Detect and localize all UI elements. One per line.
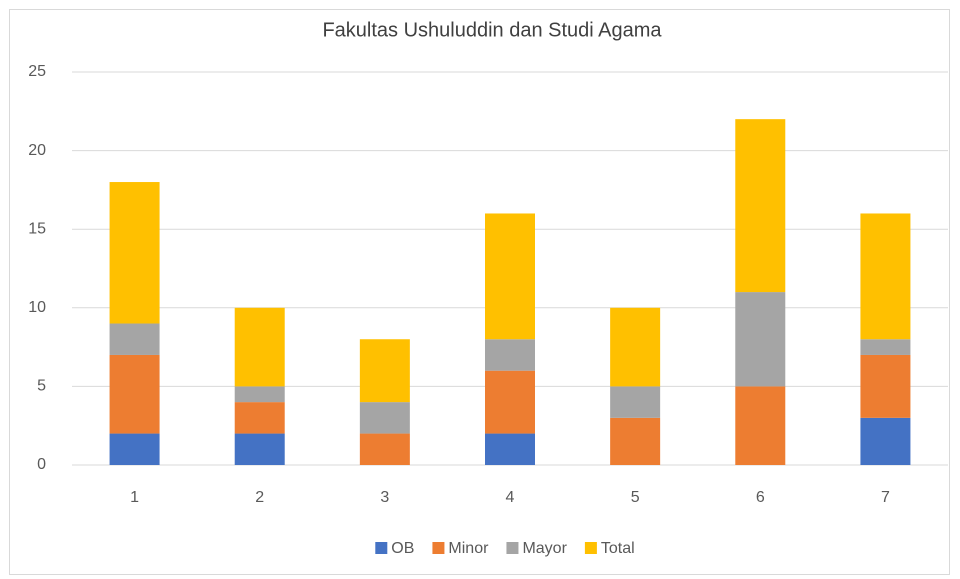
legend-swatch [584,542,597,554]
bar-segment [860,417,911,465]
x-tick-label: 2 [255,489,264,506]
y-tick-label: 5 [37,378,46,395]
bar-segment [860,339,911,355]
bar-segment [109,323,160,355]
x-tick-label: 7 [881,489,890,506]
bar-segment [860,354,911,418]
bar-segment [485,213,535,340]
bar-segment [610,307,661,387]
legend-swatch [375,542,388,554]
legend-label: Mayor [522,540,567,557]
legend-label: OB [391,540,414,557]
bar-segment [234,402,285,434]
bar-segment [610,386,661,418]
chart-title: Fakultas Ushuluddin dan Studi Agama [322,19,662,41]
x-tick-label: 6 [756,489,765,506]
y-tick-label: 15 [28,220,46,237]
bar-segment [735,386,786,465]
y-tick-label: 25 [28,63,46,80]
x-tick-label: 5 [631,489,640,506]
bar-segment [109,433,160,465]
bar-segment [485,339,535,371]
x-tick-label: 1 [130,489,139,506]
bar-segment [860,213,911,340]
bar-segment [234,433,285,465]
bar-segment [359,433,410,465]
bar-segment [610,417,661,465]
legend-swatch [432,542,445,554]
y-tick-label: 20 [28,142,46,159]
bar-segment [234,307,285,387]
bar-segment [735,119,786,293]
bar-segment [234,386,285,403]
bar-segment [359,402,410,434]
bar-segment [359,339,410,403]
bar-segment [735,292,786,387]
chart-border [9,9,950,575]
bar-segment [485,433,535,465]
legend-swatch [506,542,519,554]
y-tick-label: 0 [37,456,46,473]
legend-label: Minor [448,540,489,557]
x-tick-label: 3 [380,489,389,506]
bar-segment [109,354,160,434]
y-tick-label: 10 [28,299,46,316]
bar-segment [109,182,160,324]
x-tick-label: 4 [506,489,515,506]
bar-segment [485,370,535,434]
legend-label: Total [601,540,635,557]
